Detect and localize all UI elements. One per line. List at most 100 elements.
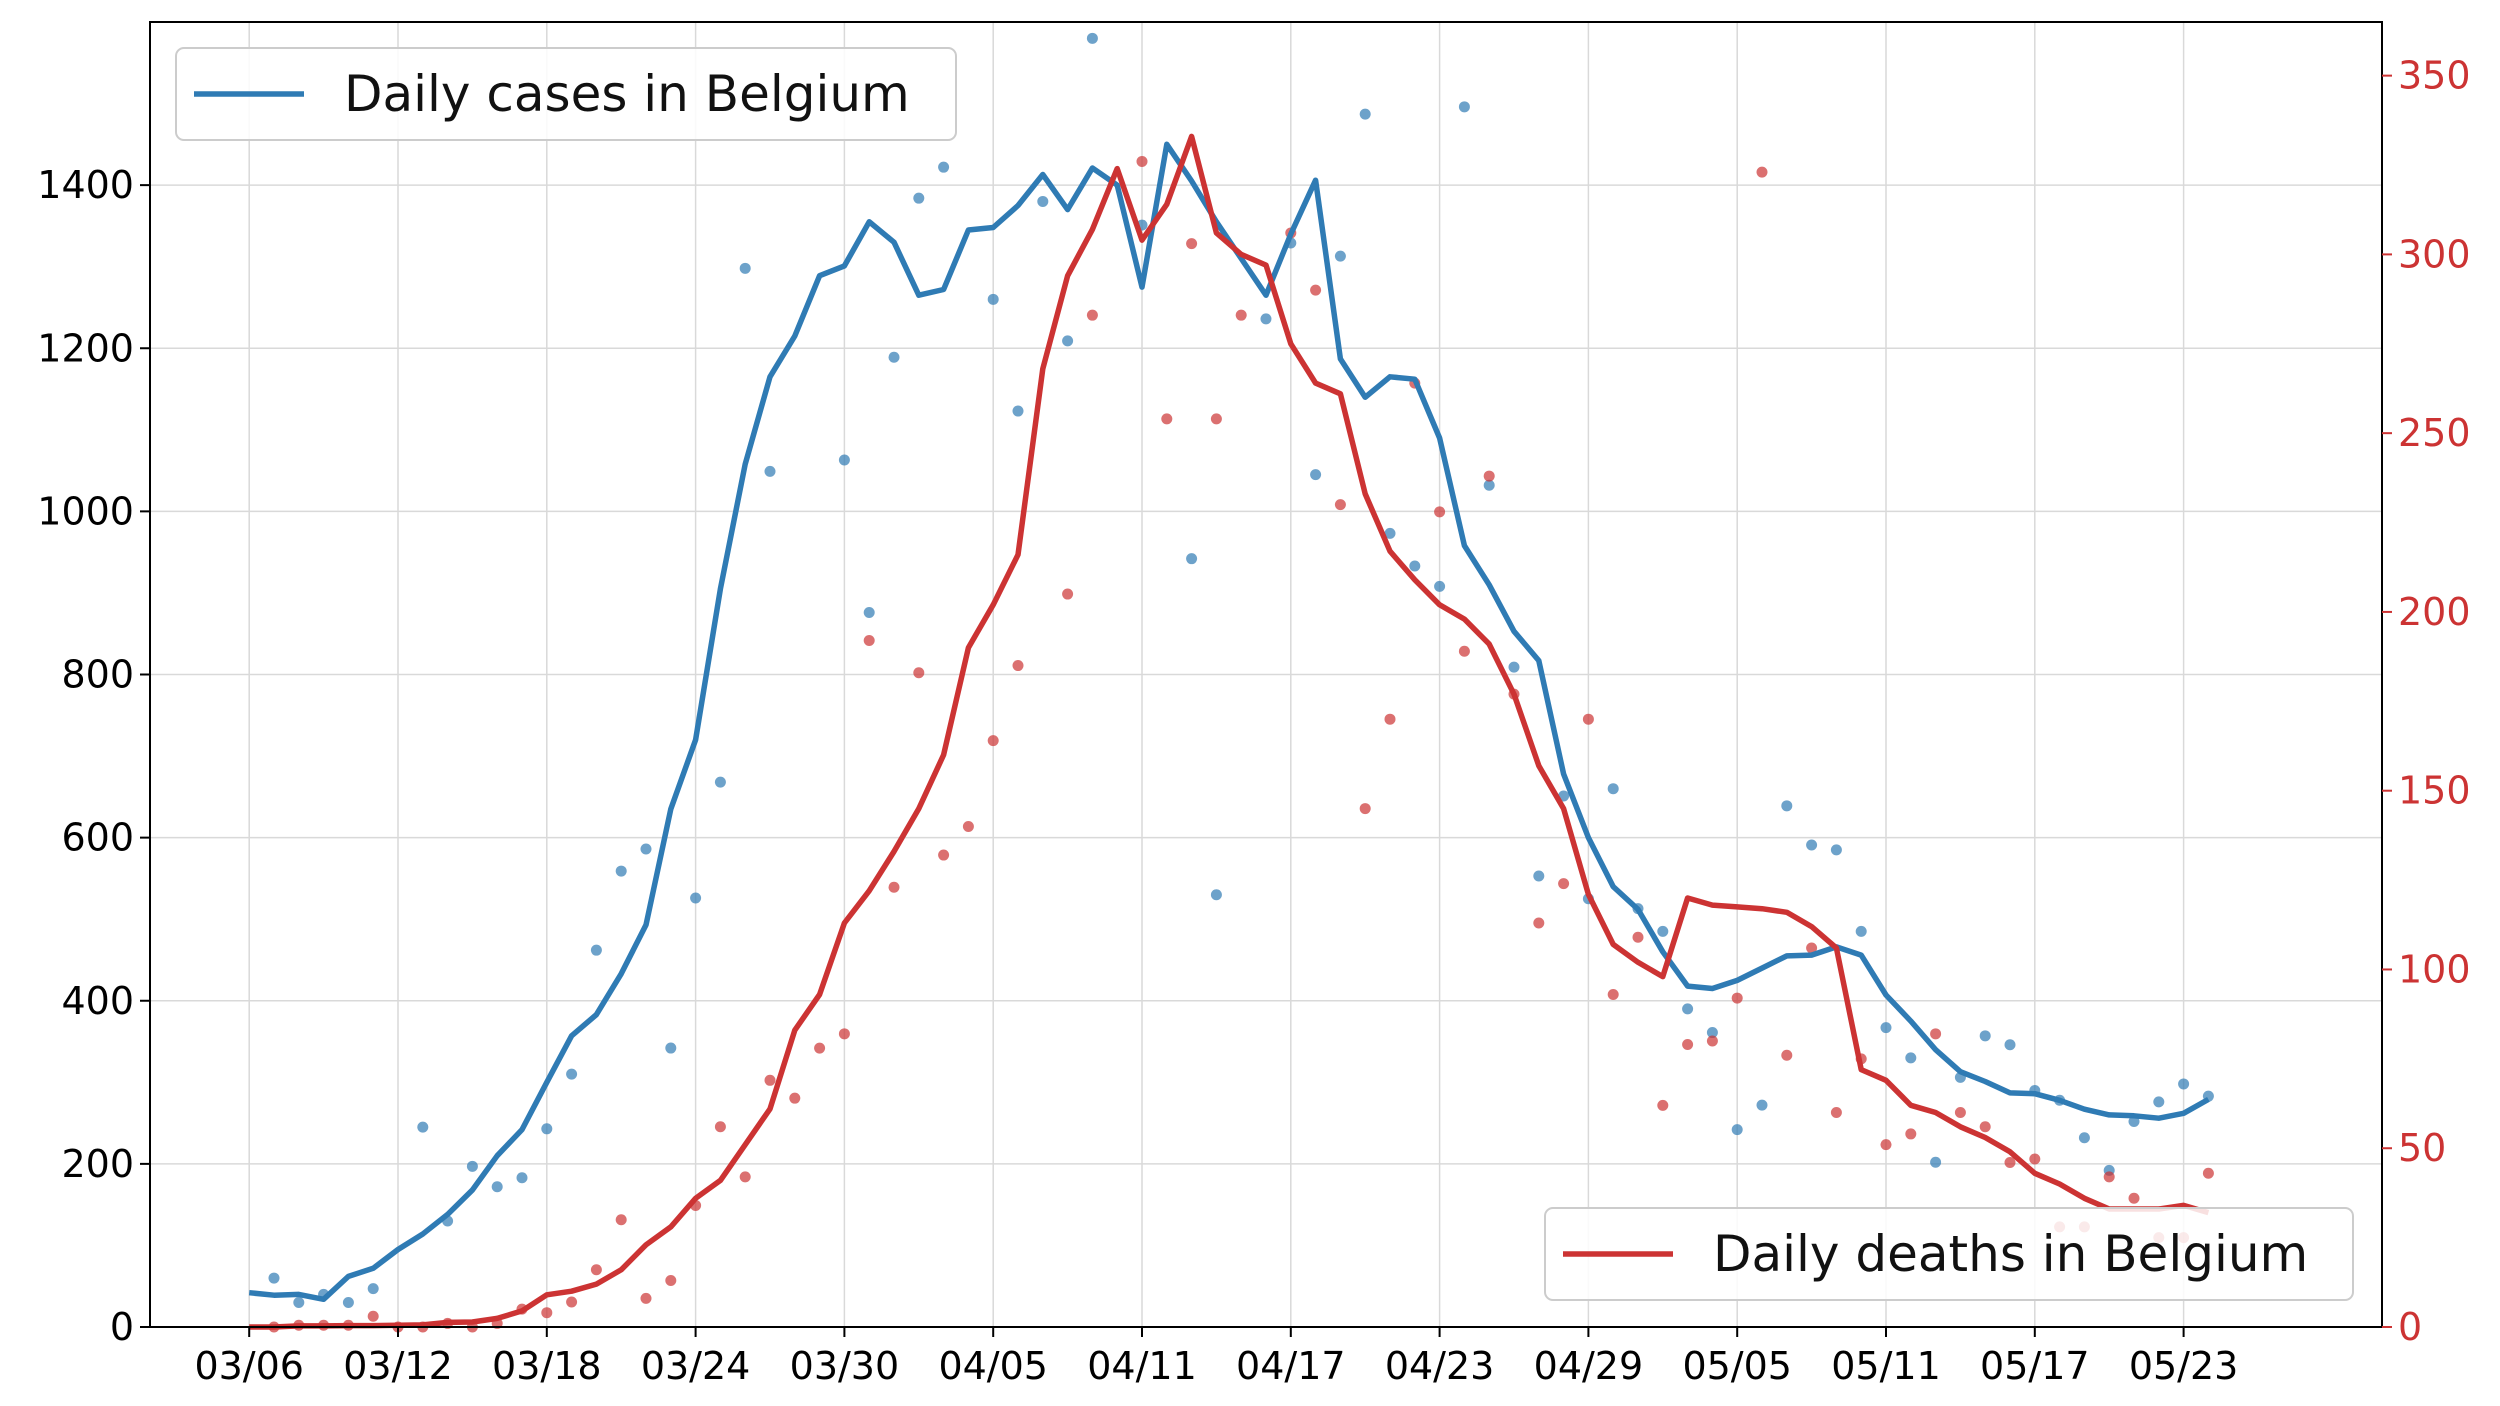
- y-left-tick-label: 1400: [37, 163, 134, 207]
- deaths-daily-point: [1186, 238, 1198, 250]
- deaths-daily-point: [1458, 645, 1470, 657]
- legend-deaths-label: Daily deaths in Belgium: [1713, 1225, 2308, 1283]
- cases-daily-point: [367, 1283, 379, 1295]
- x-tick-label: 04/17: [1236, 1344, 1346, 1388]
- deaths-daily-point: [863, 635, 875, 647]
- y-left-tick-label: 0: [110, 1305, 134, 1349]
- deaths-daily-point: [1086, 309, 1098, 321]
- cases-daily-point: [1731, 1124, 1743, 1136]
- cases-daily-point: [1012, 405, 1024, 417]
- deaths-daily-point: [1310, 284, 1322, 296]
- x-tick-label: 03/24: [641, 1344, 751, 1388]
- cases-daily-point: [1359, 108, 1371, 120]
- cases-daily-point: [2078, 1132, 2090, 1144]
- cases-daily-point: [665, 1042, 677, 1054]
- cases-daily-point: [566, 1068, 578, 1080]
- cases-daily-point: [1186, 553, 1198, 565]
- deaths-smoothed-line: [249, 133, 2210, 1330]
- deaths-daily-point: [2128, 1192, 2140, 1204]
- y-left-tick-label: 600: [61, 816, 134, 860]
- deaths-daily-point: [1682, 1039, 1694, 1051]
- cases-daily-point: [1334, 250, 1346, 262]
- cases-daily-point: [1508, 661, 1520, 673]
- x-tick-label: 04/11: [1087, 1344, 1197, 1388]
- deaths-daily-point: [615, 1214, 627, 1226]
- deaths-daily-point: [1905, 1128, 1917, 1140]
- y-right-tick-label: 250: [2398, 411, 2471, 455]
- legend-cases-label: Daily cases in Belgium: [344, 65, 910, 123]
- cases-daily-point: [293, 1297, 305, 1309]
- cases-daily-point: [1210, 889, 1222, 901]
- deaths-daily-point: [1657, 1099, 1669, 1111]
- deaths-daily-point: [1012, 660, 1024, 672]
- y-right-tick-label: 200: [2398, 590, 2471, 634]
- deaths-daily-point: [987, 735, 999, 747]
- deaths-daily-point: [764, 1074, 776, 1086]
- deaths-daily-point: [367, 1310, 379, 1322]
- x-tick-label: 05/23: [2129, 1344, 2239, 1388]
- x-tick-label: 05/11: [1831, 1344, 1941, 1388]
- deaths-daily-point: [2103, 1171, 2115, 1183]
- deaths-daily-point: [1880, 1139, 1892, 1151]
- deaths-daily-point: [739, 1171, 751, 1183]
- deaths-daily-point: [1930, 1028, 1942, 1040]
- deaths-daily-point: [1235, 309, 1247, 321]
- cases-daily-point: [888, 351, 900, 363]
- y-right-tick-label: 150: [2398, 769, 2471, 813]
- deaths-daily-point: [665, 1275, 677, 1287]
- deaths-daily-point: [1210, 413, 1222, 425]
- legend-cases-box: [175, 47, 957, 141]
- x-tick-label: 05/05: [1682, 1344, 1792, 1388]
- cases-daily-point: [863, 607, 875, 619]
- cases-daily-point: [2178, 1078, 2190, 1090]
- deaths-daily-point: [1830, 1106, 1842, 1118]
- deaths-daily-point: [814, 1042, 826, 1054]
- deaths-daily-point: [590, 1264, 602, 1276]
- axes: 03/06 03/12 03/18 03/24 03/30 04/05 04/11 04/17…: [37, 54, 2470, 1388]
- cases-daily-point: [1037, 195, 1049, 207]
- legend-cases: Daily cases in Belgium: [175, 47, 957, 141]
- deaths-daily-point: [1136, 155, 1148, 167]
- deaths-daily-point: [1756, 166, 1768, 178]
- cases-daily-point: [541, 1123, 553, 1135]
- x-tick-label: 03/18: [492, 1344, 602, 1388]
- cases-daily-point: [491, 1181, 503, 1193]
- y-right-tick-label: 300: [2398, 232, 2471, 276]
- deaths-daily-point: [1384, 713, 1396, 725]
- cases-daily-point: [1979, 1030, 1991, 1042]
- cases-daily-point: [640, 843, 652, 855]
- deaths-daily-point: [1483, 470, 1495, 482]
- deaths-daily-point: [1979, 1121, 1991, 1133]
- cases-daily-point: [1483, 479, 1495, 491]
- y-left-tick-label: 800: [61, 653, 134, 697]
- cases-daily-point: [1657, 925, 1669, 937]
- cases-daily-point: [739, 262, 751, 274]
- cases-daily-point: [342, 1297, 354, 1309]
- cases-daily-point: [1855, 925, 1867, 937]
- deaths-daily-point: [1731, 992, 1743, 1004]
- cases-daily-point: [690, 892, 702, 904]
- cases-daily-point: [1706, 1027, 1718, 1039]
- cases-daily-point: [987, 293, 999, 305]
- deaths-daily-point: [2029, 1153, 2041, 1165]
- deaths-daily-point: [789, 1092, 801, 1104]
- y-right-tick-label: 0: [2398, 1305, 2422, 1349]
- y-right-tick-label: 100: [2398, 947, 2471, 991]
- deaths-daily-point: [640, 1292, 652, 1304]
- cases-daily-point: [1830, 844, 1842, 856]
- deaths-daily-point: [566, 1296, 578, 1308]
- cases-daily-point: [615, 865, 627, 877]
- cases-daily-point: [1607, 783, 1619, 795]
- cases-daily-point: [1458, 101, 1470, 113]
- cases-daily-point: [466, 1160, 478, 1172]
- deaths-daily-point: [888, 881, 900, 893]
- deaths-daily-point: [838, 1028, 850, 1040]
- legends: Daily cases in Belgium Daily deaths in Be…: [175, 47, 2354, 1301]
- cases-daily-point: [1533, 870, 1545, 882]
- deaths-daily-point: [1582, 713, 1594, 725]
- cases-daily-point: [417, 1121, 429, 1133]
- cases-daily-point: [913, 192, 925, 204]
- cases-daily-point: [1384, 527, 1396, 539]
- cases-daily-point: [714, 776, 726, 788]
- deaths-daily-point: [1062, 588, 1074, 600]
